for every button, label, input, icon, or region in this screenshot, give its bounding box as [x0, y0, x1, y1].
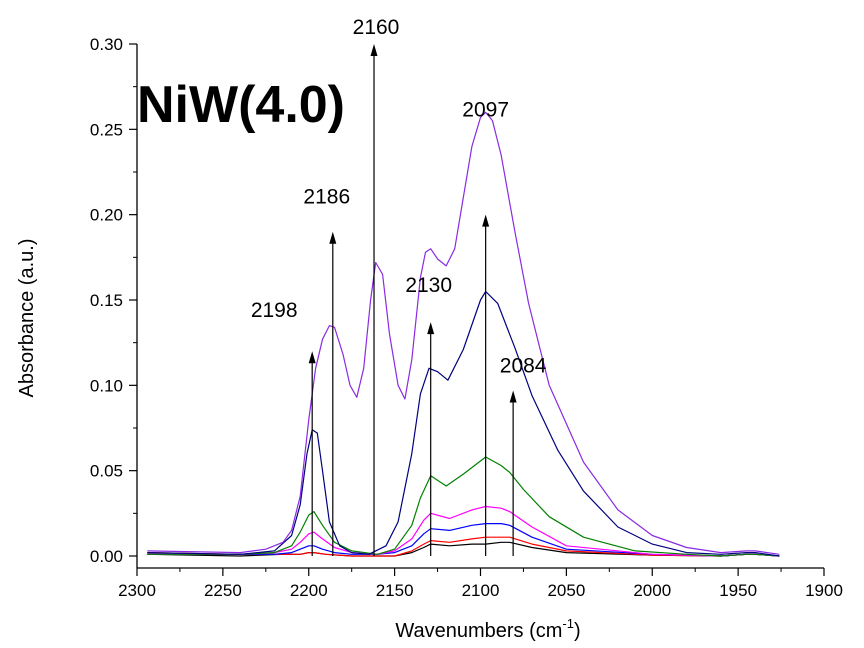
x-tick-label-2: 2200	[290, 581, 328, 600]
series-line-2	[147, 536, 780, 557]
x-axis-title-end: )	[574, 620, 581, 642]
series-line-3	[147, 523, 780, 557]
annotation-label-2097: 2097	[462, 99, 509, 122]
chart-title: NiW(4.0)	[137, 76, 345, 134]
annotation-arrowhead-2160	[370, 44, 378, 56]
x-axis-title-main: Wavenumbers (cm	[395, 620, 562, 642]
annotation-arrowhead-2198	[308, 351, 316, 364]
y-tick-label-0: 0.00	[90, 547, 123, 566]
y-tick-label-1: 0.05	[90, 462, 123, 481]
annotation-label-2198: 2198	[251, 299, 298, 322]
x-tick-label-1: 2250	[204, 581, 242, 600]
x-axis-title: Wavenumbers (cm-1)	[395, 616, 580, 642]
annotation-label-2130: 2130	[405, 274, 452, 297]
annotation-label-2186: 2186	[303, 186, 350, 209]
series-line-7	[147, 111, 780, 555]
x-tick-label-4: 2100	[462, 581, 500, 600]
x-tick-label-0: 2300	[118, 581, 156, 600]
x-tick-label-5: 2050	[547, 581, 585, 600]
annotation-arrowhead-2186	[329, 231, 337, 244]
series-line-6	[147, 290, 780, 557]
annotation-label-2084: 2084	[500, 354, 547, 377]
x-tick-label-6: 2000	[633, 581, 671, 600]
annotation-label-2160: 2160	[353, 16, 400, 39]
series-layer	[147, 111, 780, 557]
x-axis-title-sup: -1	[562, 616, 574, 631]
y-tick-label-6: 0.30	[90, 35, 123, 54]
annotation-arrowhead-2130	[427, 322, 435, 335]
annotation-arrowhead-2084	[509, 390, 517, 403]
y-tick-label-3: 0.15	[90, 291, 123, 310]
x-tick-label-8: 1900	[805, 581, 843, 600]
series-line-4	[147, 505, 780, 557]
series-line-5	[147, 456, 780, 557]
x-tick-label-7: 1950	[719, 581, 757, 600]
y-tick-label-5: 0.25	[90, 120, 123, 139]
annotation-arrowhead-2097	[482, 214, 490, 227]
x-tick-label-3: 2150	[376, 581, 414, 600]
y-tick-label-2: 0.10	[90, 376, 123, 395]
axes-layer: 0.00 0.05 0.10 0.15 0.20 0.25 0.30 2300 2250 2200…	[90, 35, 843, 600]
annotation-layer: 2198 2186 2160 2130 2097 2084	[251, 16, 547, 556]
y-axis-title: Absorbance (a.u.)	[16, 239, 38, 398]
y-tick-label-4: 0.20	[90, 206, 123, 225]
